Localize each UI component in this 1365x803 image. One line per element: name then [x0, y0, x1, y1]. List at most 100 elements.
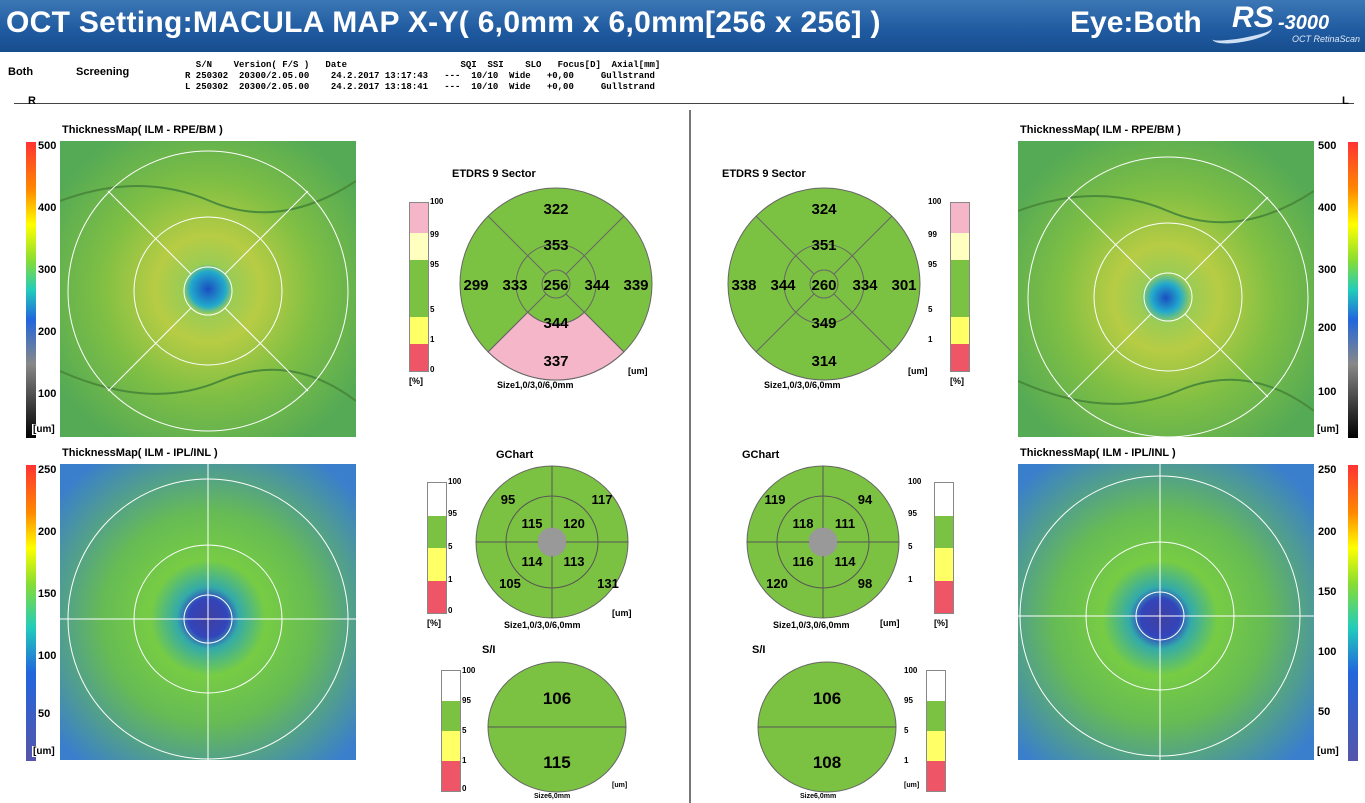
map-title-l-ipl: ThicknessMap( ILM - IPL/INL ) — [1020, 447, 1176, 459]
si-size-r: Size6,0mm — [534, 793, 571, 800]
gchart-l-inner-br: 114 — [835, 554, 857, 569]
etdrs-l-outer-temp: 338 — [731, 277, 756, 294]
percentile-bar-si-r — [441, 670, 461, 792]
etdrs-title-r: ETDRS 9 Sector — [452, 168, 536, 180]
pct-tick: 100 — [928, 197, 942, 206]
ipl-scale-bar-l — [1348, 465, 1358, 761]
mode-label: Screening — [76, 66, 130, 78]
pct-tick: 95 — [904, 696, 913, 705]
etdrs-r-outer-sup: 322 — [543, 201, 568, 218]
etdrs-r-inner-inf: 344 — [543, 315, 569, 332]
pct-tick: 95 — [908, 509, 917, 518]
percentile-bar-etdrs-l — [950, 202, 970, 372]
pct-tick: 100 — [462, 666, 476, 675]
pct-tick: 5 — [908, 542, 913, 551]
etdrs-unit-r: [um] — [628, 366, 648, 376]
etdrs-chart-l[interactable]: 324 351 338 344 260 334 301 349 314 — [726, 186, 922, 382]
scale-label: 250 — [38, 464, 57, 476]
eye-label: Eye:Both — [1070, 6, 1202, 39]
pct-tick: 1 — [430, 335, 435, 344]
scale-label: 100 — [38, 388, 57, 400]
gchart-l-outer-tl: 119 — [765, 492, 786, 507]
etdrs-l-outer-sup: 324 — [811, 201, 837, 218]
pct-tick: 100 — [904, 666, 918, 675]
etdrs-r-outer-inf: 337 — [543, 353, 568, 370]
pct-tick: 5 — [928, 305, 933, 314]
pct-tick: 0 — [448, 606, 453, 615]
map-title-r-ipl: ThicknessMap( ILM - IPL/INL ) — [62, 447, 218, 459]
etdrs-unit-l: [um] — [908, 366, 928, 376]
logo-sub: OCT RetinaScan — [1292, 34, 1361, 44]
gchart-r-outer-bl: 105 — [499, 576, 521, 591]
divider-horizontal — [14, 103, 1354, 104]
gchart-l[interactable]: 119 94 118 111 116 114 120 98 — [745, 464, 901, 620]
scale-label: 400 — [1318, 202, 1337, 214]
etdrs-r-center: 256 — [543, 277, 568, 294]
ipl-map-l[interactable] — [1018, 464, 1314, 760]
scale-label: 50 — [38, 708, 51, 720]
gchart-unit-l: [um] — [880, 618, 900, 628]
si-l-inferior: 108 — [813, 753, 841, 772]
si-unit-l: [um] — [904, 782, 920, 789]
scale-label: 300 — [1318, 264, 1337, 276]
gchart-size-l: Size1,0/3,0/6,0mm — [773, 620, 850, 630]
gchart-r-inner-tr: 120 — [563, 516, 585, 531]
si-r-inferior: 115 — [543, 753, 570, 772]
gchart-l-inner-tl: 118 — [793, 516, 814, 531]
unit-label: [um] — [1316, 746, 1340, 757]
si-title-r: S/I — [482, 644, 496, 656]
etdrs-l-outer-nas: 301 — [891, 277, 916, 294]
pct-tick: 0 — [430, 365, 435, 374]
scale-label: 300 — [38, 264, 57, 276]
etdrs-title-l: ETDRS 9 Sector — [722, 168, 806, 180]
etdrs-r-inner-temp: 333 — [502, 277, 527, 294]
header-bar: OCT Setting:MACULA MAP X-Y( 6,0mm x 6,0m… — [0, 0, 1365, 52]
etdrs-chart-r[interactable]: 322 353 299 333 256 344 339 344 337 — [458, 186, 654, 382]
etdrs-l-center: 260 — [811, 277, 836, 294]
scale-label: 200 — [38, 326, 57, 338]
info-header-row: S/N Version( F/S ) Date SQI SSI SLO Focu… — [185, 60, 661, 70]
gchart-r[interactable]: 95 117 115 120 114 113 105 131 — [474, 464, 630, 620]
gchart-r-inner-bl: 114 — [522, 554, 544, 569]
gchart-l-inner-bl: 116 — [793, 554, 814, 569]
logo-main: RS — [1232, 1, 1274, 34]
thickness-map-l-total[interactable] — [1018, 141, 1314, 437]
gchart-r-inner-tl: 115 — [522, 516, 543, 531]
si-chart-r[interactable]: 106 115 — [486, 660, 628, 794]
etdrs-l-inner-sup: 351 — [811, 237, 836, 254]
pct-tick: 1 — [448, 575, 453, 584]
pct-tick: 100 — [430, 197, 444, 206]
etdrs-l-outer-inf: 314 — [811, 353, 837, 370]
scale-label: 100 — [38, 650, 57, 662]
scale-label: 50 — [1318, 706, 1331, 718]
gchart-size-r: Size1,0/3,0/6,0mm — [504, 620, 581, 630]
si-r-superior: 106 — [543, 689, 571, 708]
rs3000-logo: RS -3000 OCT RetinaScan — [1211, 1, 1362, 48]
pct-unit: [%] — [934, 618, 948, 628]
divider-vertical — [689, 110, 691, 803]
info-table: S/N Version( F/S ) Date SQI SSI SLO Focu… — [185, 60, 660, 93]
thickness-map-r-total[interactable] — [60, 141, 356, 437]
eye-mode-label: Both — [8, 66, 34, 78]
si-l-superior: 106 — [813, 689, 841, 708]
pct-tick: 100 — [908, 477, 922, 486]
scale-label: 250 — [1318, 464, 1337, 476]
scale-label: 100 — [1318, 646, 1337, 658]
pct-unit: [%] — [427, 618, 441, 628]
ipl-map-r[interactable] — [60, 464, 356, 760]
si-unit-r: [um] — [612, 782, 628, 789]
gchart-title-r: GChart — [496, 449, 534, 461]
pct-tick: 95 — [462, 696, 471, 705]
scale-label: 150 — [1318, 586, 1337, 598]
pct-tick: 5 — [430, 305, 435, 314]
gchart-unit-r: [um] — [612, 608, 632, 618]
etdrs-size-l: Size1,0/3,0/6,0mm — [764, 380, 841, 390]
info-row-right: R 250302 20300/2.05.00 24.2.2017 13:17:4… — [185, 71, 655, 81]
pct-tick: 5 — [462, 726, 467, 735]
etdrs-l-inner-inf: 349 — [811, 315, 836, 332]
pct-tick: 99 — [928, 230, 937, 239]
si-chart-l[interactable]: 106 108 — [756, 660, 898, 794]
ipl-scale-bar-r — [26, 465, 36, 761]
pct-tick: 1 — [928, 335, 933, 344]
si-title-l: S/I — [752, 644, 766, 656]
